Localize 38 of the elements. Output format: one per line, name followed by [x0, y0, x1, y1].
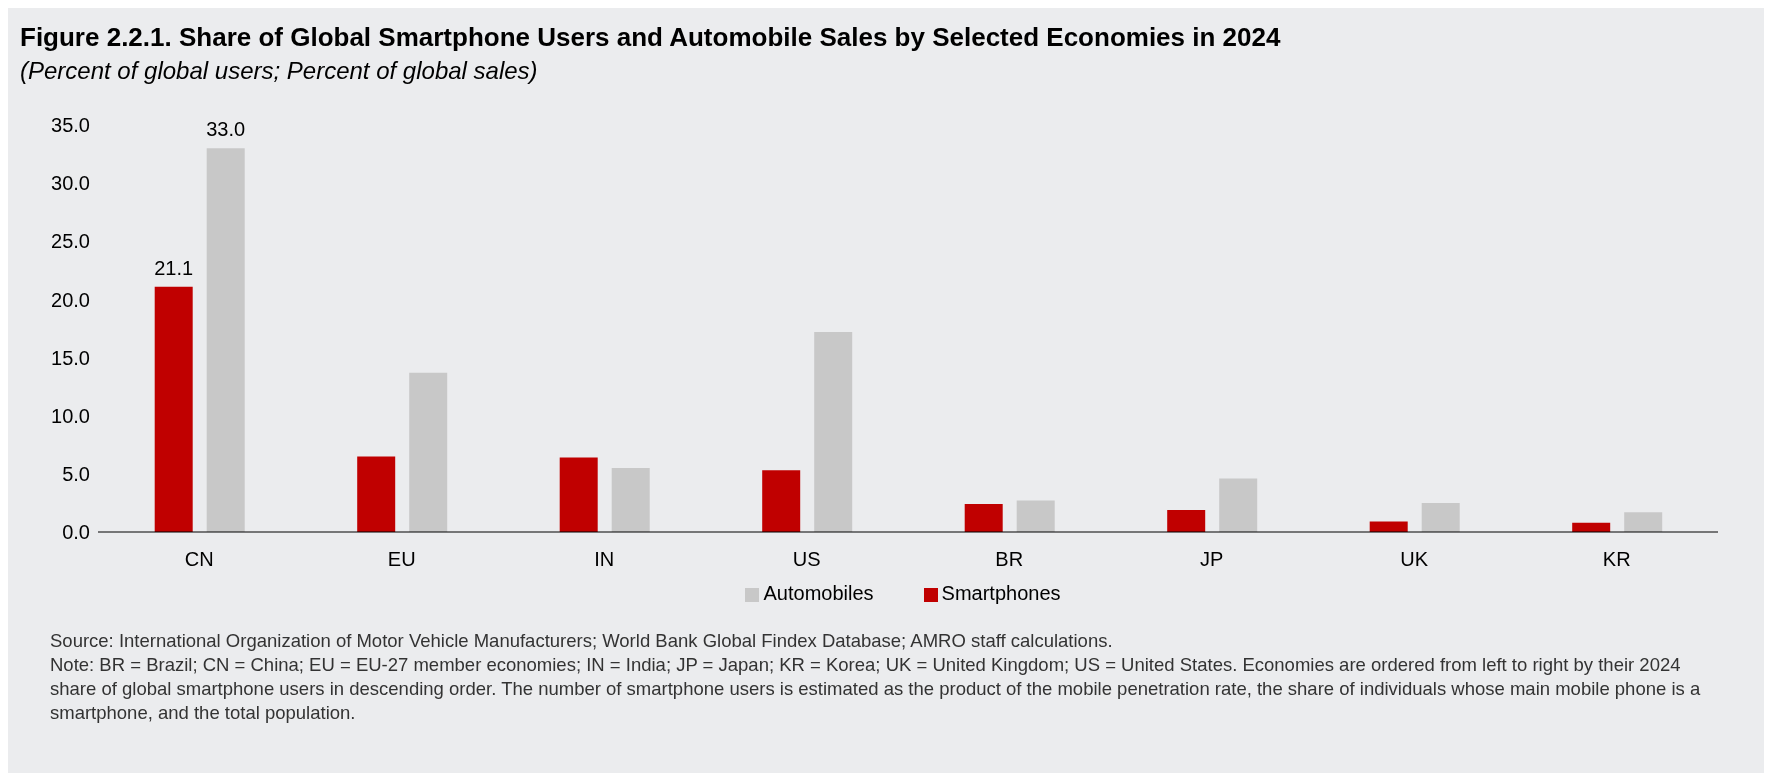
bar: [1219, 478, 1258, 532]
bar: [1421, 502, 1460, 532]
data-label: 21.1: [154, 256, 194, 279]
x-tick-label: UK: [1400, 548, 1429, 571]
legend-label: Smartphones: [941, 582, 1061, 604]
y-tick-label: 35.0: [51, 114, 90, 137]
x-tick-label: IN: [594, 548, 615, 571]
y-tick-label: 20.0: [51, 288, 90, 311]
y-tick-label: 15.0: [51, 346, 90, 369]
text: Note: BR = Brazil; CN = China; EU = EU-27 member economies; IN = India; JP = Japan; KR = Korea; UK = United Kingdom; US = United States. Economies are ordered from left to right by their 2024 share of global smartphone users in descending order. The number of smartphone users is estimated as the product of the mobile penetration rate, the share of individuals whose main mobile phone is a smartphone, and the total population.: [50, 653, 1702, 725]
bar: [357, 456, 396, 532]
bar: [1624, 512, 1663, 532]
bar: [409, 372, 448, 532]
bar: [814, 331, 853, 532]
y-tick-label: 5.0: [62, 462, 90, 485]
y-tick-label: 25.0: [51, 230, 90, 253]
bar: [154, 286, 193, 532]
x-tick-label: BR: [995, 548, 1024, 571]
y-tick-label: 10.0: [51, 404, 90, 427]
x-tick-label: JP: [1200, 548, 1224, 571]
x-tick-label: US: [792, 548, 821, 571]
bar: [762, 470, 801, 532]
bar: [611, 468, 650, 532]
x-tick-label: EU: [387, 548, 416, 571]
bar: [559, 457, 598, 532]
chart-subtitle: (Percent of global users; Percent of global sales): [20, 57, 539, 85]
bar: [964, 504, 1003, 532]
legend-label: Automobiles: [763, 582, 874, 604]
bar: [1016, 500, 1055, 532]
x-tick-label: KR: [1602, 548, 1631, 571]
y-tick-label: 30.0: [51, 172, 90, 195]
data-label: 33.0: [206, 118, 246, 141]
bar: [1167, 509, 1206, 532]
bar: [206, 148, 245, 532]
x-tick-label: CN: [184, 548, 214, 571]
source-note: Source: International Organization of Motor Vehicle Manufacturers; World Bank Global Findex Database; AMRO staff calculations.: [50, 629, 1114, 653]
y-tick-label: 0.0: [62, 521, 90, 544]
chart-title: Figure 2.2.1. Share of Global Smartphone Users and Automobile Sales by Selected Economies in 2024: [20, 22, 1282, 53]
